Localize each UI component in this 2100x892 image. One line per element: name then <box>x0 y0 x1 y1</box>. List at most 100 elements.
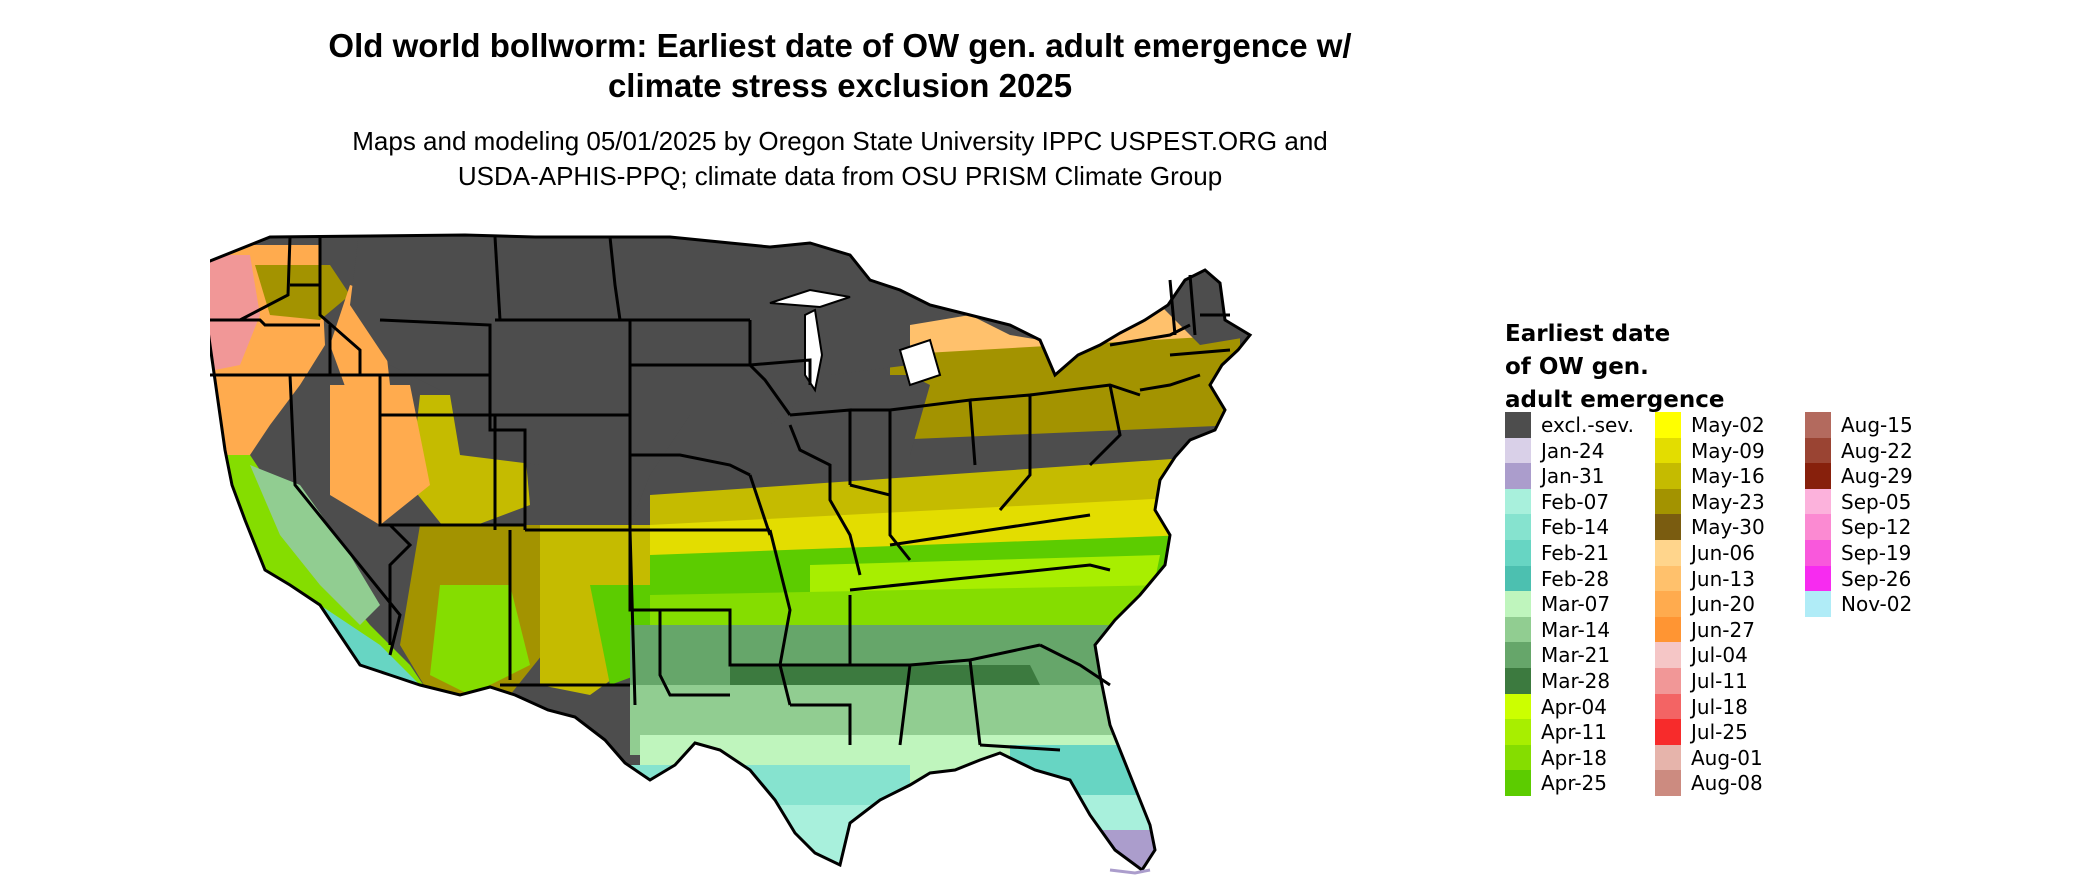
legend-swatch <box>1505 540 1531 566</box>
legend-item: Feb-21 <box>1505 540 1655 566</box>
legend-item: Sep-05 <box>1805 488 1955 515</box>
legend-item: Jun-13 <box>1655 565 1805 592</box>
legend-label: Apr-18 <box>1541 745 1607 770</box>
legend-label: Sep-05 <box>1841 489 1912 514</box>
legend-label: May-02 <box>1691 413 1765 437</box>
legend-label: Aug-08 <box>1691 771 1763 796</box>
legend-label: Jul-18 <box>1691 694 1748 719</box>
legend-label: Mar-28 <box>1541 669 1611 693</box>
legend-swatch <box>1505 412 1531 438</box>
legend-label: Aug-22 <box>1841 438 1913 463</box>
legend-swatch <box>1655 412 1681 438</box>
legend-swatch <box>1655 642 1681 669</box>
legend-label: Jun-20 <box>1691 592 1755 617</box>
legend-swatch <box>1805 565 1831 592</box>
legend-label: Feb-07 <box>1541 489 1610 514</box>
legend-label: Mar-21 <box>1541 643 1611 668</box>
legend-item: Aug-01 <box>1655 744 1805 771</box>
legend-item: Feb-28 <box>1505 565 1655 592</box>
legend-item: Jun-06 <box>1655 540 1805 566</box>
map-subtitle: Maps and modeling 05/01/2025 by Oregon S… <box>240 124 1440 194</box>
legend-item: Sep-26 <box>1805 565 1955 592</box>
legend-swatch <box>1655 463 1681 490</box>
legend-label: Jan-31 <box>1541 464 1605 489</box>
legend-item: May-23 <box>1655 488 1805 515</box>
legend-label: Feb-21 <box>1541 541 1610 565</box>
legend-swatch <box>1805 463 1831 490</box>
legend-swatch <box>1505 770 1531 797</box>
legend-item: Jan-24 <box>1505 437 1655 464</box>
legend-swatch <box>1655 744 1681 771</box>
map-legend: Earliest date of OW gen. adult emergence… <box>1505 318 2085 797</box>
legend-item: Feb-14 <box>1505 514 1655 541</box>
legend-item: Nov-02 <box>1805 591 1955 618</box>
legend-item: Jan-31 <box>1505 463 1655 490</box>
legend-item: Jul-04 <box>1655 642 1805 669</box>
legend-item: Apr-25 <box>1505 770 1655 797</box>
us-map <box>210 233 1252 875</box>
legend-item: Aug-15 <box>1805 412 1955 438</box>
legend-label: Aug-01 <box>1691 745 1763 770</box>
legend-swatch <box>1655 565 1681 592</box>
legend-label: May-09 <box>1691 438 1765 463</box>
legend-label: Sep-12 <box>1841 515 1912 540</box>
legend-item: Jun-27 <box>1655 616 1805 643</box>
legend-item: Sep-12 <box>1805 514 1955 541</box>
legend-swatch <box>1505 565 1531 592</box>
legend-label: Aug-29 <box>1841 464 1913 489</box>
legend-item: Jul-18 <box>1655 693 1805 720</box>
legend-swatch <box>1655 668 1681 694</box>
legend-swatch <box>1505 693 1531 720</box>
legend-item: Jul-25 <box>1655 719 1805 746</box>
legend-swatch <box>1505 463 1531 490</box>
legend-swatch <box>1655 693 1681 720</box>
legend-label: Feb-28 <box>1541 566 1610 591</box>
legend-label: Jun-06 <box>1691 541 1755 565</box>
legend-label: May-23 <box>1691 489 1765 514</box>
legend-swatch <box>1655 719 1681 746</box>
legend-swatch <box>1805 591 1831 618</box>
title-line-1: Old world bollworm: Earliest date of OW … <box>328 27 1352 64</box>
legend-label: Apr-11 <box>1541 720 1607 745</box>
legend-label: excl.-sev. <box>1541 413 1634 437</box>
legend-item: May-02 <box>1655 412 1805 438</box>
legend-label: Mar-14 <box>1541 617 1611 642</box>
legend-label: Jul-04 <box>1691 643 1748 668</box>
state-borders <box>210 233 1252 872</box>
legend-item: May-09 <box>1655 437 1805 464</box>
legend-swatch <box>1505 591 1531 618</box>
legend-swatch <box>1505 437 1531 464</box>
legend-label: Apr-25 <box>1541 771 1607 796</box>
legend-label: Jun-27 <box>1691 617 1755 642</box>
legend-label: Mar-07 <box>1541 592 1611 617</box>
legend-item: Aug-08 <box>1655 770 1805 797</box>
legend-swatch <box>1655 488 1681 515</box>
legend-item: Sep-19 <box>1805 540 1955 566</box>
legend-swatch <box>1505 668 1531 694</box>
legend-item: Mar-14 <box>1505 616 1655 643</box>
legend-label: Jan-24 <box>1541 438 1605 463</box>
legend-label: Jun-13 <box>1691 566 1755 591</box>
legend-swatch <box>1805 437 1831 464</box>
legend-swatch <box>1655 616 1681 643</box>
legend-item: Aug-22 <box>1805 437 1955 464</box>
legend-swatch <box>1655 514 1681 541</box>
legend-swatch <box>1505 744 1531 771</box>
legend-swatch <box>1505 514 1531 541</box>
subtitle-line-2: USDA-APHIS-PPQ; climate data from OSU PR… <box>457 161 1223 191</box>
legend-item: Mar-07 <box>1505 591 1655 618</box>
legend-swatch <box>1805 488 1831 515</box>
legend-label: Feb-14 <box>1541 515 1610 540</box>
legend-swatch <box>1655 591 1681 618</box>
legend-title: Earliest date of OW gen. adult emergence <box>1505 321 1725 413</box>
legend-swatch <box>1655 540 1681 566</box>
legend-swatch <box>1655 770 1681 797</box>
legend-item: Apr-11 <box>1505 719 1655 746</box>
legend-swatch <box>1805 540 1831 566</box>
legend-item: Jun-20 <box>1655 591 1805 618</box>
legend-item: Feb-07 <box>1505 488 1655 515</box>
legend-item: Apr-04 <box>1505 693 1655 720</box>
legend-item: May-30 <box>1655 514 1805 541</box>
legend-item: Mar-21 <box>1505 642 1655 669</box>
legend-label: Aug-15 <box>1841 413 1913 437</box>
